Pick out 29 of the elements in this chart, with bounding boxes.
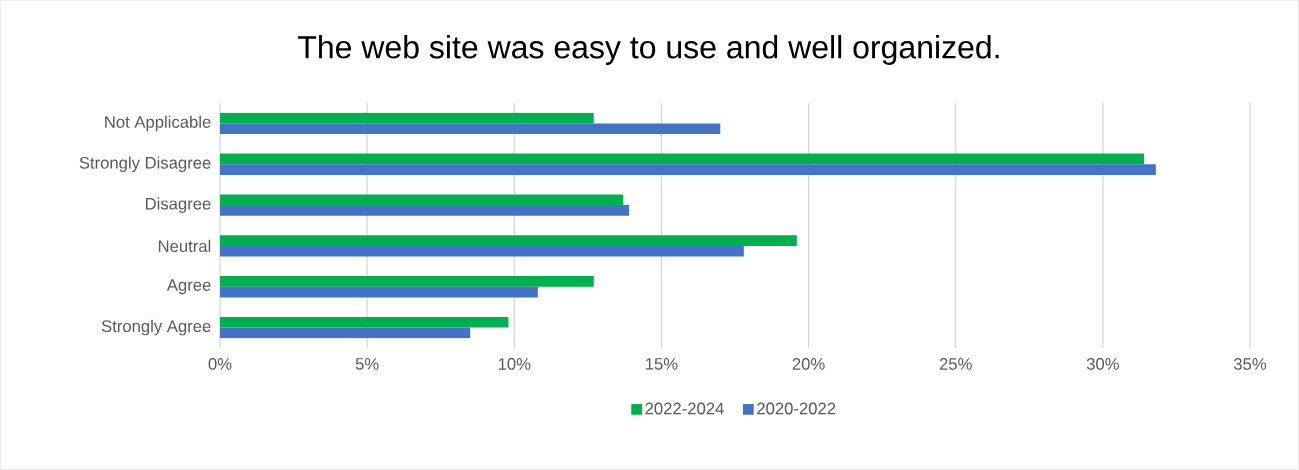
y-tick-label: Agree	[166, 279, 211, 295]
bar	[220, 235, 797, 246]
y-tick-label: Disagree	[145, 197, 211, 213]
y-tick-label: Strongly Agree	[101, 319, 211, 336]
legend-label: 2020-2022	[757, 402, 836, 415]
bar	[220, 112, 594, 124]
legend-label: 2022-2024	[645, 402, 724, 415]
y-tick-label: Not Applicable	[105, 115, 211, 132]
x-tick-label: 30%	[1086, 358, 1119, 370]
chart-title: The web site was easy to use and well organized.	[298, 35, 999, 65]
bar	[220, 276, 594, 287]
x-tick-label: 0%	[208, 358, 232, 370]
bar	[220, 194, 624, 206]
x-tick-label: 35%	[1233, 358, 1267, 370]
bar	[220, 164, 1156, 175]
bar	[220, 153, 1145, 165]
bar	[220, 327, 471, 339]
bar	[220, 205, 630, 216]
bar	[220, 316, 509, 328]
y-tick-label: Neutral	[158, 239, 211, 253]
x-tick-label: 10%	[498, 358, 531, 370]
x-tick-label: 20%	[792, 358, 825, 370]
bar	[220, 123, 721, 135]
x-tick-label: 5%	[355, 358, 379, 370]
y-tick-label: Strongly Disagree	[79, 156, 211, 172]
bar	[220, 286, 538, 298]
bar	[220, 245, 744, 257]
x-tick-label: 25%	[939, 358, 972, 370]
x-tick-label: 15%	[646, 358, 678, 370]
